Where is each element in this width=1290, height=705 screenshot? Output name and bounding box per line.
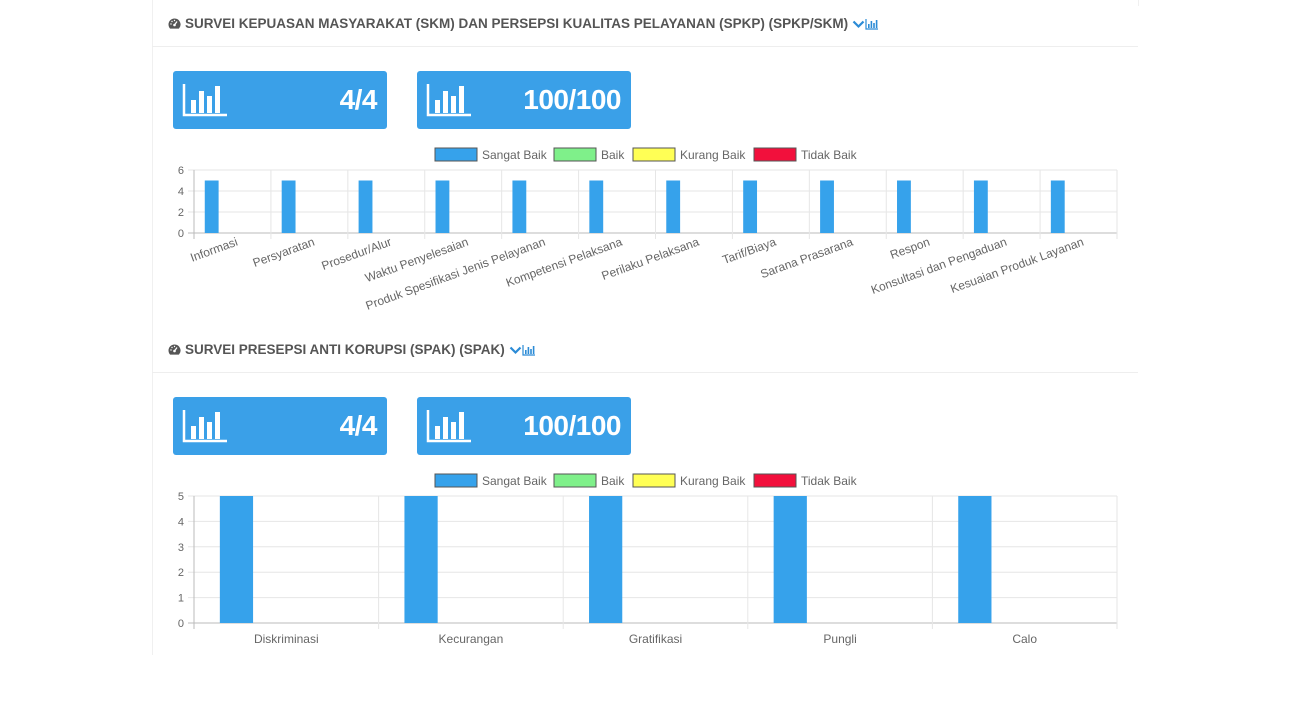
y-tick-label: 4 bbox=[178, 186, 184, 198]
legend-label: Kurang Baik bbox=[680, 148, 746, 162]
bar bbox=[773, 496, 807, 623]
y-tick-label: 2 bbox=[178, 207, 184, 219]
legend-item-sangat-baik: Sangat Baik bbox=[434, 473, 548, 488]
x-tick-label: Gratifikasi bbox=[629, 632, 682, 646]
bar bbox=[589, 180, 604, 233]
dashboard-gauge-icon bbox=[168, 344, 181, 355]
legend-swatch bbox=[632, 473, 676, 488]
score-value: 100/100 bbox=[523, 410, 621, 441]
section-skm-title-row: SURVEI KEPUASAN MASYARAKAT (SKM) DAN PER… bbox=[168, 16, 879, 31]
x-tick-label: Konsultasi dan Pengaduan bbox=[869, 235, 1009, 297]
legend-swatch bbox=[553, 147, 597, 162]
dashboard-gauge-icon bbox=[168, 18, 181, 29]
legend-swatch bbox=[753, 473, 797, 488]
x-tick-label: Kecurangan bbox=[439, 632, 504, 646]
y-tick-label: 4 bbox=[178, 516, 184, 528]
legend-swatch bbox=[632, 147, 676, 162]
section-skm-title: SURVEI KEPUASAN MASYARAKAT (SKM) DAN PER… bbox=[185, 16, 849, 31]
score-card-skm-1: 4/4 bbox=[173, 71, 387, 129]
y-tick-label: 0 bbox=[178, 618, 184, 630]
bar bbox=[820, 180, 834, 233]
chevron-down-icon[interactable] bbox=[509, 345, 522, 355]
bar bbox=[281, 180, 296, 233]
section-skm-header: SURVEI KEPUASAN MASYARAKAT (SKM) DAN PER… bbox=[152, 0, 1138, 47]
bar bbox=[219, 496, 254, 623]
legend-swatch bbox=[434, 473, 478, 488]
bar bbox=[512, 180, 527, 233]
bar bbox=[404, 496, 438, 623]
bar-chart-icon bbox=[182, 84, 227, 117]
score-card-spak-2: 100/100 bbox=[417, 397, 631, 455]
x-tick-label: Diskriminasi bbox=[254, 632, 319, 646]
legend-label: Sangat Baik bbox=[482, 474, 548, 488]
legend-item-tidak-baik: Tidak Baik bbox=[753, 473, 858, 488]
bar bbox=[204, 180, 219, 233]
y-tick-label: 6 bbox=[178, 165, 184, 177]
y-tick-label: 0 bbox=[178, 228, 184, 240]
bar-chart-icon bbox=[426, 84, 471, 117]
skm-bar-chart: Sangat Baik Baik Kurang Baik Tidak Baik 0 2 4 6… bbox=[178, 147, 1118, 313]
bar bbox=[958, 496, 992, 623]
bar-chart-icon[interactable] bbox=[865, 18, 879, 30]
legend-item-kurang-baik: Kurang Baik bbox=[632, 473, 746, 488]
bar-chart-icon bbox=[182, 410, 227, 443]
x-tick-label: Calo bbox=[1012, 632, 1037, 646]
legend-label: Tidak Baik bbox=[801, 148, 858, 162]
legend-label: Baik bbox=[601, 148, 625, 162]
bar bbox=[973, 180, 988, 233]
section-spak-title: SURVEI PRESEPSI ANTI KORUPSI (SPAK) (SPA… bbox=[185, 342, 505, 357]
bar bbox=[666, 180, 681, 233]
bar bbox=[1050, 180, 1065, 233]
score-card-skm-2: 100/100 bbox=[417, 71, 631, 129]
spak-bar-chart: Sangat Baik Baik Kurang Baik Tidak Baik 0 1 2 3… bbox=[178, 473, 1118, 646]
legend-label: Baik bbox=[601, 474, 625, 488]
score-value: 4/4 bbox=[339, 410, 378, 441]
legend-label: Kurang Baik bbox=[680, 474, 746, 488]
x-tick-label: Informasi bbox=[188, 235, 239, 265]
panel-right-border bbox=[1138, 0, 1139, 6]
section-skm-tools[interactable] bbox=[852, 18, 879, 30]
section-spak-header: SURVEI PRESEPSI ANTI KORUPSI (SPAK) (SPA… bbox=[152, 326, 1138, 373]
chevron-down-icon[interactable] bbox=[852, 19, 865, 29]
legend-item-sangat-baik: Sangat Baik bbox=[434, 147, 548, 162]
legend-label: Tidak Baik bbox=[801, 474, 858, 488]
legend-item-baik: Baik bbox=[553, 147, 625, 162]
legend-item-kurang-baik: Kurang Baik bbox=[632, 147, 746, 162]
bar-chart-icon[interactable] bbox=[522, 344, 536, 356]
score-value: 4/4 bbox=[339, 84, 378, 115]
bar bbox=[743, 180, 758, 233]
section-spak-tools[interactable] bbox=[509, 344, 536, 356]
y-tick-label: 3 bbox=[178, 542, 184, 554]
bar bbox=[358, 180, 373, 233]
legend-swatch bbox=[553, 473, 597, 488]
legend-swatch bbox=[434, 147, 478, 162]
panel-left-border bbox=[152, 0, 153, 655]
y-tick-label: 2 bbox=[178, 567, 184, 579]
x-tick-label: Respon bbox=[888, 235, 932, 262]
x-tick-label: Kesuaian Produk Layanan bbox=[948, 235, 1085, 296]
legend-item-tidak-baik: Tidak Baik bbox=[753, 147, 858, 162]
bar bbox=[897, 180, 911, 233]
bar bbox=[589, 496, 623, 623]
legend-label: Sangat Baik bbox=[482, 148, 548, 162]
x-tick-label: Persyaratan bbox=[251, 235, 317, 270]
y-tick-label: 5 bbox=[178, 491, 184, 503]
x-tick-label: Pungli bbox=[823, 632, 856, 646]
y-tick-label: 1 bbox=[178, 593, 184, 605]
bar bbox=[435, 180, 450, 233]
score-card-spak-1: 4/4 bbox=[173, 397, 387, 455]
score-value: 100/100 bbox=[523, 84, 621, 115]
section-spak-title-row: SURVEI PRESEPSI ANTI KORUPSI (SPAK) (SPA… bbox=[168, 342, 536, 357]
legend-item-baik: Baik bbox=[553, 473, 625, 488]
bar-chart-icon bbox=[426, 410, 471, 443]
x-tick-label: Tarif/Biaya bbox=[720, 235, 778, 267]
legend-swatch bbox=[753, 147, 797, 162]
